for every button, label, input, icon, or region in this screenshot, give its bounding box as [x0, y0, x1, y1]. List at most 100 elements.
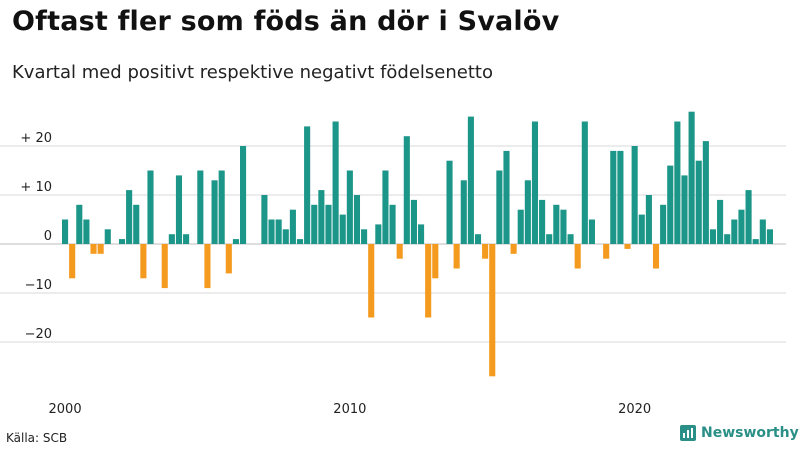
bar-positive	[553, 204, 560, 244]
bar-positive	[375, 224, 382, 244]
bar-positive	[752, 239, 759, 244]
bar-positive	[567, 234, 574, 244]
x-tick-label: 2010	[333, 402, 366, 417]
bar-positive	[183, 234, 190, 244]
bar-positive	[610, 150, 617, 244]
bar-positive	[724, 234, 731, 244]
bar-positive	[296, 239, 304, 244]
x-axis-ticks: 2000 2010 2020	[49, 402, 652, 417]
bar-positive	[474, 234, 482, 244]
y-tick-label: 0	[44, 229, 52, 244]
x-tick-label: 2000	[49, 402, 82, 417]
bar-positive	[382, 170, 389, 244]
bar-positive	[62, 219, 69, 244]
bar-positive	[175, 175, 183, 244]
bar-positive	[147, 170, 154, 244]
brand-name: Newsworthy	[701, 425, 799, 441]
bar-positive	[282, 229, 289, 244]
bar-positive	[197, 170, 204, 244]
bar-positive	[168, 234, 175, 244]
bar-negative	[204, 244, 211, 289]
bar-positive	[133, 204, 140, 244]
y-tick-label: + 10	[20, 180, 52, 195]
bar-positive	[389, 204, 396, 244]
bar-positive	[766, 229, 773, 244]
bar-positive	[638, 214, 645, 244]
chart-title: Oftast fler som föds än dör i Svalöv	[12, 6, 560, 37]
brand-logo: Newsworthy	[680, 425, 799, 441]
bar-positive	[460, 180, 467, 244]
bar-positive	[517, 209, 524, 244]
bar-positive	[531, 121, 539, 244]
bar-positive	[83, 219, 90, 244]
bar-positive	[645, 195, 652, 244]
bar-negative	[482, 244, 489, 259]
bar-negative	[574, 244, 581, 269]
bar-negative	[432, 244, 439, 279]
bar-positive	[617, 150, 624, 244]
bar-negative	[510, 244, 517, 254]
bar-positive	[631, 146, 638, 244]
bar-positive	[688, 111, 695, 244]
bar-positive	[745, 190, 752, 244]
bar-positive	[539, 199, 546, 244]
bar-negative	[453, 244, 460, 269]
bar-positive	[318, 190, 325, 244]
bar-positive	[581, 121, 588, 244]
bar-positive	[410, 199, 417, 244]
y-tick-label: −10	[25, 278, 52, 293]
bar-positive	[702, 141, 709, 244]
bar-negative	[652, 244, 660, 269]
bar-negative	[425, 244, 432, 318]
chart-subtitle: Kvartal med positivt respektive negativt…	[12, 62, 493, 83]
bar-positive	[560, 209, 567, 244]
bar-positive	[403, 136, 410, 244]
bar-positive	[339, 214, 346, 244]
bar-negative	[97, 244, 104, 254]
bar-positive	[496, 170, 503, 244]
bar-positive	[118, 239, 126, 244]
bars	[62, 111, 773, 377]
bar-positive	[467, 116, 474, 244]
bar-positive	[361, 229, 368, 244]
bar-positive	[695, 160, 702, 244]
bar-positive	[546, 234, 553, 244]
bar-positive	[660, 204, 667, 244]
bar-positive	[446, 160, 453, 244]
bar-negative	[368, 244, 375, 318]
y-axis-ticks: + 20 + 10 0 −10 −20	[20, 131, 52, 342]
bar-positive	[332, 121, 339, 244]
bar-positive	[709, 229, 717, 244]
bar-negative	[603, 244, 610, 259]
bar-positive	[218, 170, 225, 244]
bar-negative	[90, 244, 97, 254]
bar-positive	[503, 150, 510, 244]
x-tick-label: 2020	[618, 402, 651, 417]
bar-chart: + 20 + 10 0 −10 −20 2000 2010 2020	[0, 111, 786, 417]
bar-positive	[588, 219, 595, 244]
bar-negative	[396, 244, 403, 259]
bar-negative	[225, 244, 232, 274]
bar-positive	[353, 195, 361, 244]
bar-positive	[524, 180, 531, 244]
bar-positive	[731, 219, 738, 244]
y-tick-label: + 20	[20, 131, 52, 146]
bar-positive	[738, 209, 745, 244]
bar-positive	[346, 170, 353, 244]
bar-positive	[268, 219, 275, 244]
bar-positive	[717, 199, 724, 244]
bar-positive	[667, 165, 674, 244]
bar-positive	[104, 229, 111, 244]
bar-positive	[76, 204, 83, 244]
bar-positive	[759, 219, 766, 244]
bar-positive	[311, 204, 318, 244]
bar-positive	[674, 121, 681, 244]
bar-negative	[624, 244, 631, 249]
bar-positive	[232, 239, 239, 244]
bar-negative	[161, 244, 168, 289]
bar-positive	[240, 146, 247, 244]
source-note: Källa: SCB	[6, 431, 68, 445]
bar-negative	[140, 244, 147, 279]
bar-negative	[489, 244, 496, 377]
bar-positive	[418, 224, 425, 244]
